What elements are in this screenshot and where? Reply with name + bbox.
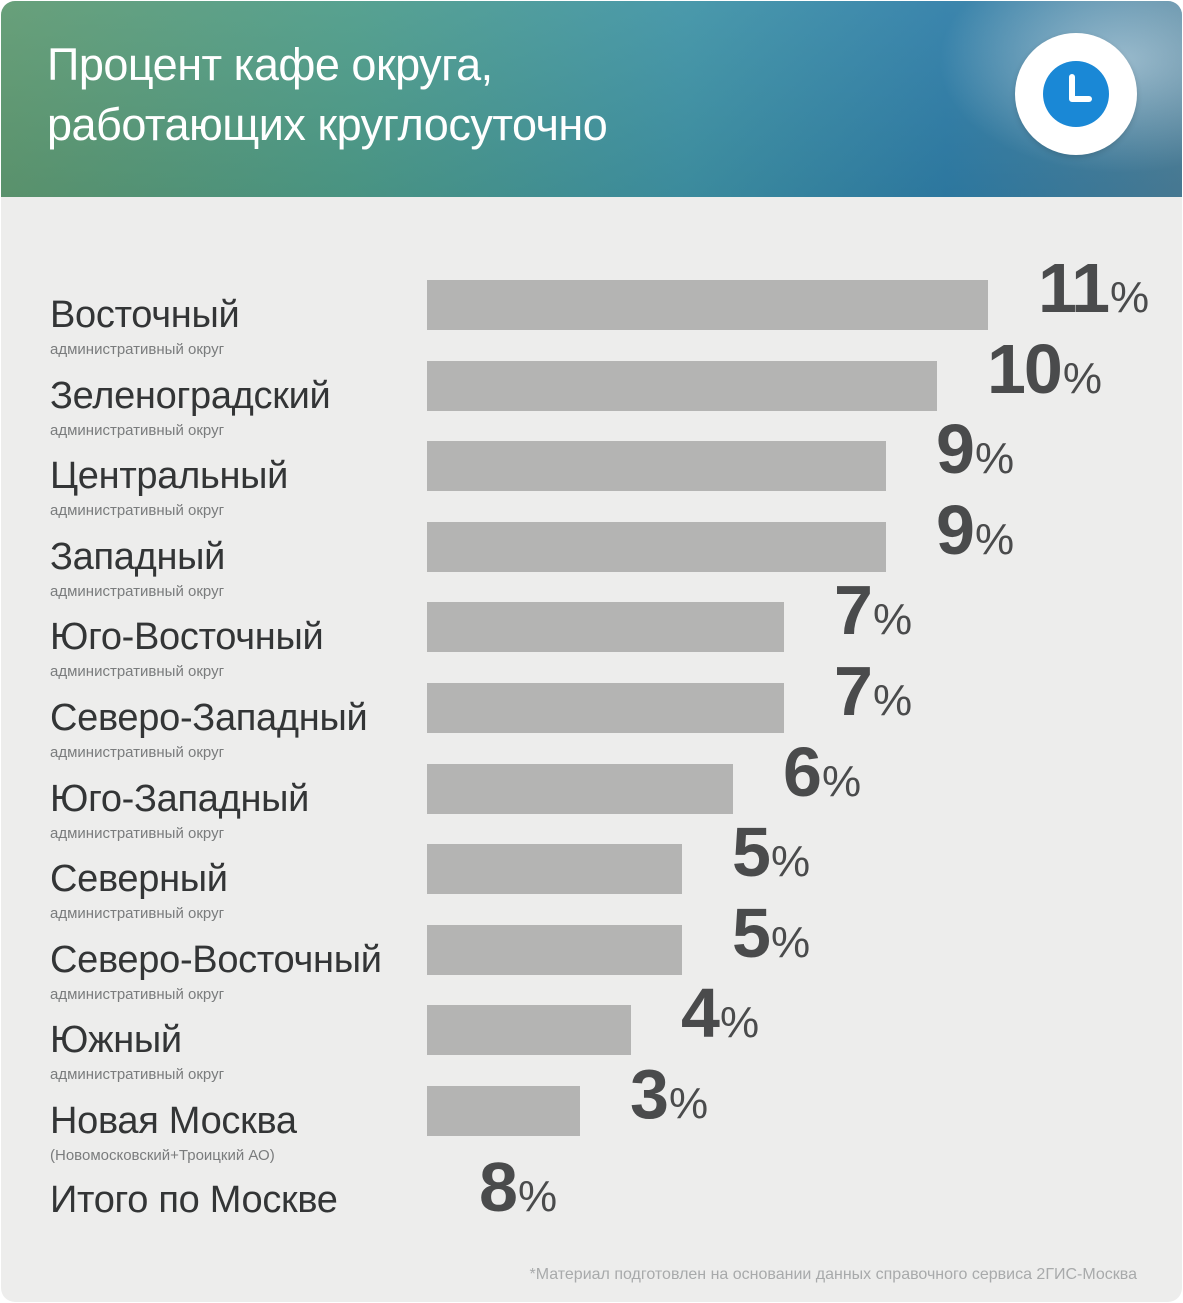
category-sublabel: административный округ xyxy=(50,824,225,842)
title-line-1: Процент кафе округа, xyxy=(47,39,493,90)
data-label-number: 11 xyxy=(1038,249,1110,327)
bar xyxy=(427,360,937,411)
data-label: 4% xyxy=(681,973,759,1053)
data-label-number: 5 xyxy=(732,893,771,972)
category-label: Северный xyxy=(50,858,228,901)
category-label: Юго-Западный xyxy=(50,777,310,820)
data-label-unit: % xyxy=(1062,353,1102,403)
title-line-2: работающих круглосуточно xyxy=(47,99,608,150)
data-label-number: 10 xyxy=(987,329,1063,408)
data-label-number: 4 xyxy=(681,974,720,1053)
category-label: Южный xyxy=(50,1019,182,1062)
bar xyxy=(427,521,886,572)
category-sublabel: административный округ xyxy=(50,582,225,600)
bar xyxy=(427,280,988,330)
data-label-unit: % xyxy=(770,917,811,967)
category-label: Западный xyxy=(50,535,226,578)
data-label-unit: % xyxy=(974,514,1015,564)
data-label-unit: % xyxy=(872,676,913,725)
data-label: 5% xyxy=(732,812,810,892)
data-label: 7% xyxy=(834,570,912,650)
bar xyxy=(427,763,733,814)
data-label: 10% xyxy=(987,329,1102,409)
bar xyxy=(427,1005,631,1056)
data-label-number: 7 xyxy=(834,571,873,650)
total-value: 8% xyxy=(479,1147,557,1227)
bar xyxy=(427,1086,580,1136)
category-sublabel: административный округ xyxy=(50,421,225,439)
category-sublabel: административный округ xyxy=(50,663,225,681)
data-label-number: 9 xyxy=(936,490,975,569)
data-label-number: 6 xyxy=(783,732,822,811)
category-label: Зеленоградский xyxy=(50,374,331,417)
data-label-unit: % xyxy=(770,837,811,887)
data-label-number: 9 xyxy=(936,410,975,489)
data-label: 3% xyxy=(630,1054,708,1134)
total-value-number: 8 xyxy=(479,1148,518,1226)
bar xyxy=(427,924,682,975)
data-label: 9% xyxy=(936,490,1014,570)
category-sublabel: (Новомосковский+Троицкий АО) xyxy=(50,1147,275,1164)
data-label-unit: % xyxy=(668,1079,709,1128)
bar xyxy=(427,844,682,895)
category-label: Северо-Западный xyxy=(50,697,368,739)
category-label: Юго-Восточный xyxy=(50,616,324,659)
data-label-unit: % xyxy=(821,756,862,806)
category-sublabel: административный округ xyxy=(50,502,225,520)
header-banner: Процент кафе округа, работающих круглосу… xyxy=(1,1,1182,197)
data-label-number: 7 xyxy=(834,652,873,730)
data-label-number: 5 xyxy=(732,813,771,892)
category-sublabel: административный округ xyxy=(50,744,225,761)
total-value-unit: % xyxy=(517,1172,558,1221)
data-label-number: 3 xyxy=(630,1055,669,1133)
data-label: 7% xyxy=(834,651,912,731)
data-label-unit: % xyxy=(872,595,913,645)
category-label: Новая Москва xyxy=(50,1100,297,1142)
bar xyxy=(427,602,784,653)
clock-icon xyxy=(1015,33,1137,155)
chart-title: Процент кафе округа, работающих круглосу… xyxy=(47,35,947,155)
category-label: Восточный xyxy=(50,294,240,336)
data-label: 9% xyxy=(936,409,1014,489)
category-sublabel: административный округ xyxy=(50,905,225,923)
footnote: *Материал подготовлен на основании данны… xyxy=(529,1266,1137,1283)
data-label: 11% xyxy=(1038,248,1149,328)
bar xyxy=(427,683,784,733)
category-label: Центральный xyxy=(50,455,289,498)
bar xyxy=(427,441,886,492)
data-label: 5% xyxy=(732,893,810,973)
data-label: 6% xyxy=(783,732,861,812)
total-label: Итого по Москве xyxy=(50,1179,338,1221)
data-label-unit: % xyxy=(719,998,760,1048)
data-label-unit: % xyxy=(1110,273,1150,322)
category-sublabel: административный округ xyxy=(50,985,225,1003)
category-sublabel: административный округ xyxy=(50,341,225,358)
category-sublabel: административный округ xyxy=(50,1066,225,1084)
category-label: Северо-Восточный xyxy=(50,938,382,981)
data-label-unit: % xyxy=(974,434,1015,484)
